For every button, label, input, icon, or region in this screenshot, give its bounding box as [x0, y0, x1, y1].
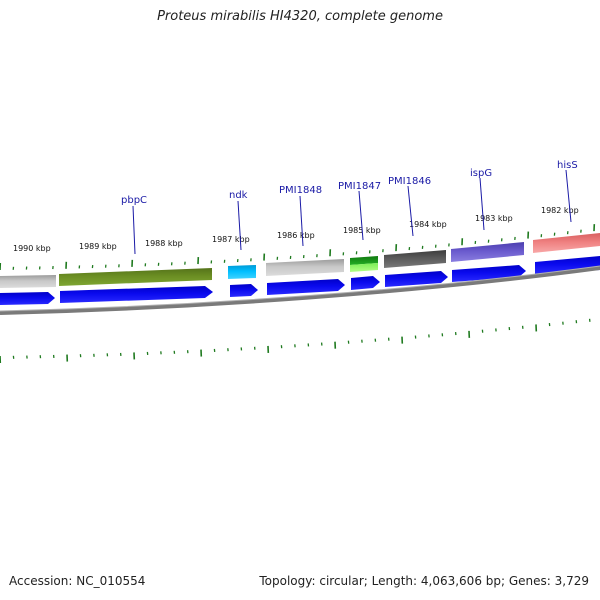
gene-label-pbpC: pbpC — [121, 195, 147, 206]
label-line-ndk — [237, 200, 242, 251]
cds-arrow-PMI1848 — [267, 279, 345, 295]
feature-block-PMI1848 — [266, 259, 344, 276]
accession-text: Accession: NC_010554 — [9, 574, 146, 588]
gene-label-PMI1848: PMI1848 — [279, 185, 322, 196]
map-title: Proteus mirabilis HI4320, complete genom… — [157, 9, 443, 24]
kbp-label-1988: 1988 kbp — [145, 239, 183, 248]
kbp-label-1989: 1989 kbp — [79, 242, 117, 251]
cds-arrow-PMI1846 — [385, 271, 448, 287]
feature-block-ndk — [228, 265, 256, 279]
feature-block-PMI1847-bottom — [350, 263, 378, 272]
cds-arrow-1 — [0, 292, 55, 305]
cds-arrow-ndk — [230, 284, 258, 297]
label-line-PMI1846 — [407, 185, 414, 237]
kbp-label-1987: 1987 kbp — [212, 235, 250, 244]
label-line-pbpC — [132, 205, 136, 255]
gene-label-hisS: hisS — [557, 160, 578, 171]
lower-tick-ring — [0, 318, 591, 364]
kbp-label-1990: 1990 kbp — [13, 244, 51, 253]
gene-label-ispG: ispG — [470, 168, 492, 179]
label-line-ispG — [479, 177, 485, 231]
kbp-label-1984: 1984 kbp — [409, 220, 447, 229]
kbp-label-1986: 1986 kbp — [277, 231, 315, 240]
feature-block-pbpC — [59, 268, 212, 286]
feature-block-PMI1846 — [384, 250, 446, 268]
label-line-PMI1848 — [299, 195, 304, 247]
label-line-PMI1847 — [358, 190, 364, 241]
gene-label-PMI1846: PMI1846 — [388, 176, 431, 187]
feature-block-ispG — [451, 242, 524, 262]
genome-summary: Topology: circular; Length: 4,063,606 bp… — [259, 574, 589, 588]
kbp-label-1983: 1983 kbp — [475, 214, 513, 223]
gene-label-PMI1847: PMI1847 — [338, 181, 381, 192]
feature-block-gray-1 — [0, 275, 56, 288]
cds-arrow-pbpC — [60, 286, 213, 303]
label-line-hisS — [565, 169, 572, 223]
kbp-label-1982: 1982 kbp — [541, 206, 579, 215]
feature-block-hisS — [533, 233, 600, 253]
genome-backbone — [0, 266, 600, 315]
kbp-tick-ring — [0, 224, 596, 271]
feature-block-PMI1847-top — [350, 256, 378, 265]
cds-arrow-PMI1847 — [351, 276, 380, 290]
gene-label-ndk: ndk — [229, 190, 248, 201]
